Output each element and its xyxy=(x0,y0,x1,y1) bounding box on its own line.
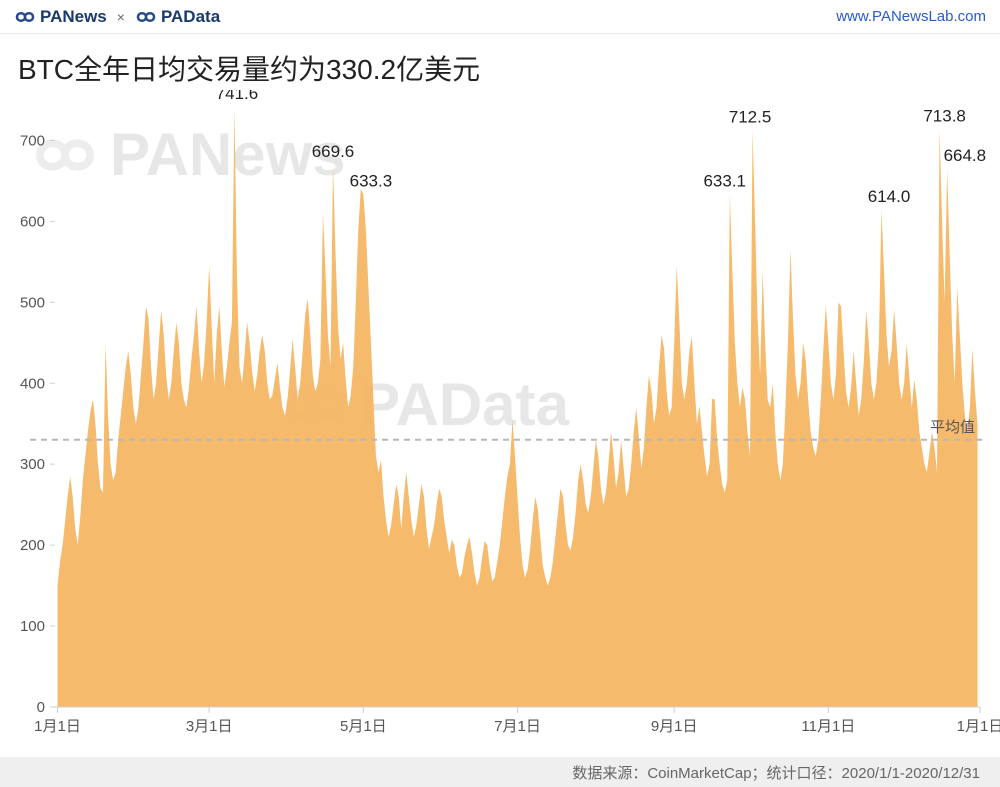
svg-text:400: 400 xyxy=(20,375,45,392)
panews-text: PANews xyxy=(40,7,107,27)
padata-text: PAData xyxy=(161,7,220,27)
svg-text:200: 200 xyxy=(20,537,45,554)
svg-text:633.1: 633.1 xyxy=(703,172,746,191)
panews-logo-icon xyxy=(14,9,36,25)
brand-block: PANews × PAData xyxy=(14,7,220,27)
source-link[interactable]: www.PANewsLab.com xyxy=(836,8,986,25)
svg-text:1月1日: 1月1日 xyxy=(34,718,81,735)
svg-text:100: 100 xyxy=(20,618,45,635)
footer-bar: 数据来源：CoinMarketCap；统计口径：2020/1/1-2020/12… xyxy=(0,757,1000,787)
brand-separator: × xyxy=(117,9,125,25)
chart-title: BTC全年日均交易量约为330.2亿美元 xyxy=(18,48,480,88)
svg-text:713.8: 713.8 xyxy=(923,106,966,125)
chart-container: 0 100 200 300 400 500 600 700 1月1日 3月1日 5月1日 7月1日 9月… xyxy=(0,90,1000,747)
svg-text:600: 600 xyxy=(20,213,45,230)
svg-text:11月1日: 11月1日 xyxy=(801,718,855,735)
footer-text: 数据来源：CoinMarketCap；统计口径：2020/1/1-2020/12… xyxy=(572,762,980,783)
svg-text:7月1日: 7月1日 xyxy=(494,718,541,735)
panews-brand: PANews xyxy=(14,7,107,27)
padata-brand: PAData xyxy=(135,7,220,27)
svg-text:5月1日: 5月1日 xyxy=(340,718,387,735)
svg-text:500: 500 xyxy=(20,294,45,311)
svg-text:300: 300 xyxy=(20,456,45,473)
svg-text:633.3: 633.3 xyxy=(350,171,393,190)
svg-text:700: 700 xyxy=(20,132,45,149)
svg-text:614.0: 614.0 xyxy=(868,187,911,206)
svg-text:3月1日: 3月1日 xyxy=(186,718,233,735)
svg-text:平均值: 平均值 xyxy=(930,419,975,436)
area-chart: 0 100 200 300 400 500 600 700 1月1日 3月1日 5月1日 7月1日 9月… xyxy=(0,90,1000,747)
svg-text:0: 0 xyxy=(37,699,45,716)
svg-text:669.6: 669.6 xyxy=(312,142,355,161)
svg-text:664.8: 664.8 xyxy=(944,146,987,165)
svg-text:712.5: 712.5 xyxy=(729,107,772,126)
padata-logo-icon xyxy=(135,9,157,25)
svg-text:1月1日: 1月1日 xyxy=(957,718,1000,735)
svg-text:9月1日: 9月1日 xyxy=(651,718,698,735)
header-bar: PANews × PAData www.PANewsLab.com xyxy=(0,0,1000,34)
svg-text:741.6: 741.6 xyxy=(216,90,259,103)
